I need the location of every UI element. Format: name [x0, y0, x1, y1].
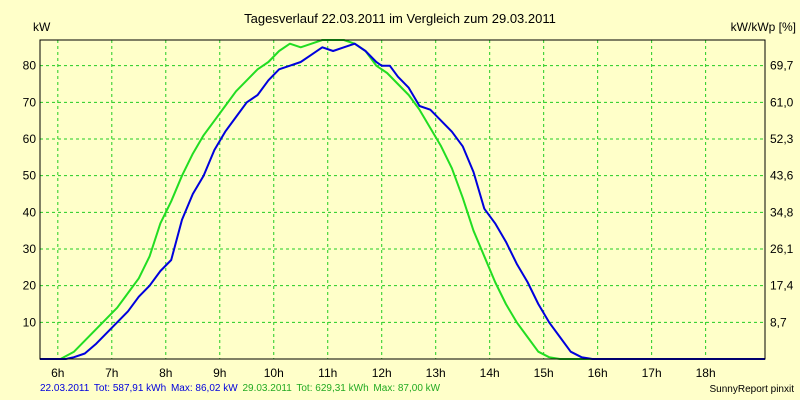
x-tick-label: 8h	[159, 366, 172, 380]
x-tick-label: 14h	[480, 366, 500, 380]
y-tick-label: 10	[23, 315, 37, 329]
legend-series-1-max: Max: 86,02 kW	[170, 383, 238, 394]
series-line-2	[40, 39, 765, 360]
x-tick-label: 11h	[318, 366, 337, 380]
y-tick-label: 50	[23, 169, 37, 183]
x-tick-label: 13h	[426, 366, 446, 380]
y-tick-label: 20	[23, 279, 37, 293]
y2-axis-label: kW/kWp [%]	[731, 20, 796, 34]
y2-tick-label: 69,7	[770, 59, 794, 73]
series-lines	[40, 39, 765, 360]
legend-series-2-max: Max: 87,00 kW	[373, 383, 441, 394]
y2-tick-label: 52,3	[770, 132, 794, 146]
legend-series-2-date: 29.03.2011	[242, 383, 292, 394]
x-tick-label: 9h	[213, 366, 226, 380]
y2-tick-label: 61,0	[770, 95, 794, 109]
y-tick-label: 70	[23, 95, 37, 109]
y-tick-label: 30	[23, 242, 37, 256]
x-tick-label: 10h	[264, 366, 284, 380]
grid	[40, 40, 765, 359]
series-line-1	[40, 42, 765, 360]
x-tick-label: 7h	[105, 366, 118, 380]
legend-series-2-tot: Tot: 629,31 kWh	[296, 383, 369, 394]
x-tick-label: 12h	[372, 366, 392, 380]
y-tick-label: 60	[23, 132, 37, 146]
legend-series-1-date: 22.03.2011	[40, 383, 90, 394]
x-tick-label: 6h	[51, 366, 64, 380]
chart-title: Tagesverlauf 22.03.2011 im Vergleich zum…	[244, 11, 556, 26]
y-axis-label: kW	[33, 20, 51, 34]
y2-tick-label: 34,8	[770, 205, 794, 219]
y2-tick-label: 8,7	[770, 315, 787, 329]
y2-tick-label: 17,4	[770, 279, 794, 293]
x-tick-label: 16h	[588, 366, 608, 380]
plot-frame	[39, 39, 766, 360]
tick-labels: 6h 7h 8h 9h 10h 11h 12h 13h 14h 15h 16h 17h 18h 10 8,7…	[23, 59, 794, 380]
legend-series-1-tot: Tot: 587,91 kWh	[93, 383, 167, 394]
y-tick-label: 80	[23, 59, 37, 73]
y-tick-label: 40	[23, 205, 37, 219]
x-tick-label: 18h	[696, 366, 716, 380]
y2-tick-label: 26,1	[770, 242, 794, 256]
chart-footer: 22.03.2011 Tot: 587,91 kWh Max: 86,02 kW…	[40, 383, 442, 394]
footer-brand: SunnyReport pinxit	[709, 384, 795, 395]
x-tick-label: 17h	[642, 366, 662, 380]
y2-tick-label: 43,6	[770, 169, 794, 183]
x-tick-label: 15h	[534, 366, 554, 380]
